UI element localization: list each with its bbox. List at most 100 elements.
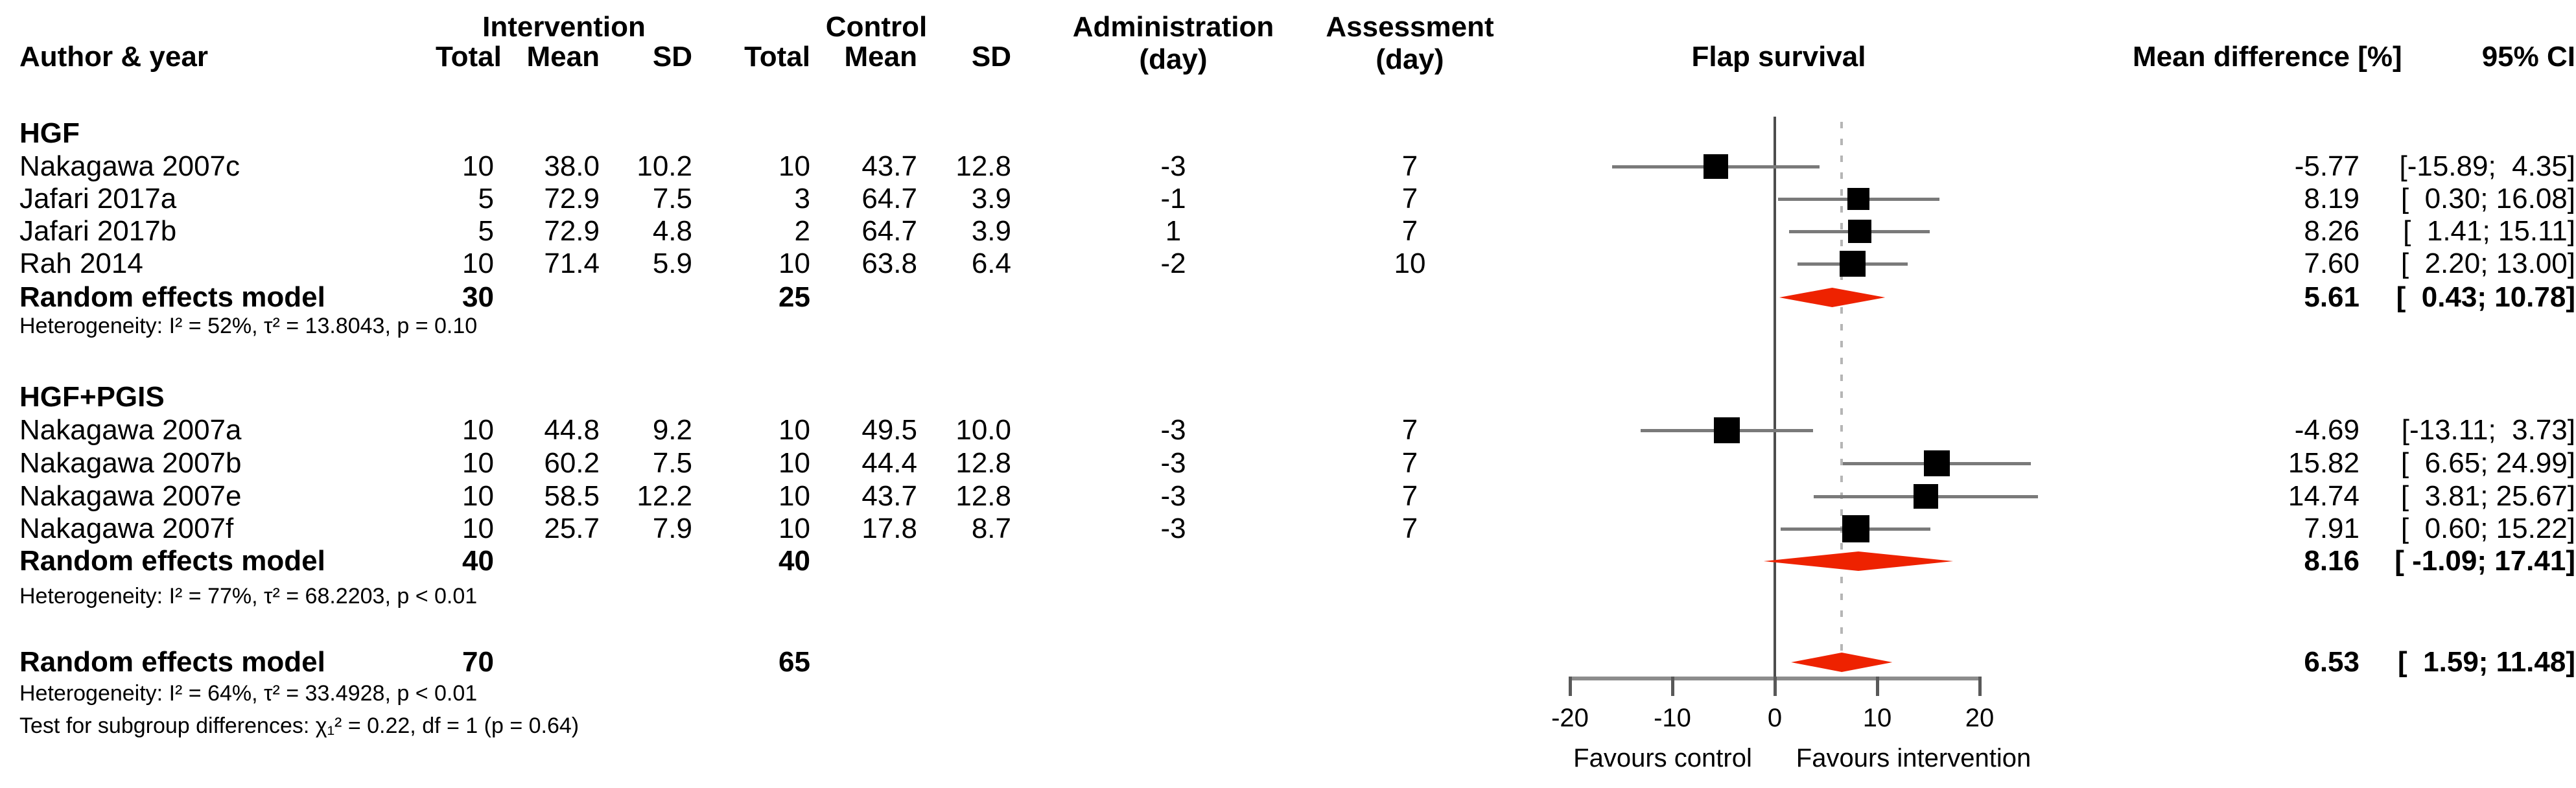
column-assessment: Assessment (day) — [1326, 11, 1493, 76]
header-int-total: Total — [436, 41, 502, 73]
int-mean: 72.9 — [544, 215, 600, 247]
mean-difference-value: -5.77 — [2294, 150, 2359, 182]
int-total: 10 — [462, 513, 494, 544]
axis-tick-label: -10 — [1654, 704, 1691, 732]
study-author: Nakagawa 2007e — [19, 480, 242, 512]
ctrl-mean: 43.7 — [861, 480, 917, 512]
pooled-label: Random effects model — [19, 545, 325, 577]
study-row: Jafari 2017a 5 72.9 7.5 3 64.7 3.9 -1 7 … — [0, 183, 2576, 215]
ctrl-total: 40 — [779, 545, 810, 577]
ctrl-sd: 3.9 — [971, 215, 1011, 247]
pooled-label: Random effects model — [19, 281, 325, 313]
overall-effect-dotted-line — [1840, 122, 1844, 677]
ci-value: [ 0.30; 16.08] — [2400, 183, 2575, 214]
int-mean: 72.9 — [544, 183, 600, 214]
int-total: 10 — [462, 248, 494, 279]
ci-value: [ 6.65; 24.99] — [2400, 447, 2575, 479]
admin-day: -3 — [1160, 414, 1186, 446]
assessment-label: Assessment — [1326, 11, 1494, 43]
int-total: 30 — [462, 281, 494, 313]
header-ctrl-total: Total — [744, 41, 810, 73]
int-mean: 44.8 — [544, 414, 600, 446]
mean-difference-value: 7.91 — [2304, 513, 2359, 544]
mean-difference-value: 15.82 — [2288, 447, 2359, 479]
study-row: Jafari 2017b 5 72.9 4.8 2 64.7 3.9 1 7 8… — [0, 215, 2576, 248]
pooled-row: Random effects model 40 40 8.16 [ -1.09;… — [0, 545, 2576, 577]
axis-tick — [1774, 677, 1777, 696]
assess-day: 7 — [1401, 480, 1418, 512]
assess-day: 7 — [1401, 215, 1418, 247]
int-mean: 71.4 — [544, 248, 600, 279]
int-total: 10 — [462, 480, 494, 512]
study-author: Rah 2014 — [19, 248, 143, 279]
header-ctrl-sd: SD — [971, 41, 1011, 73]
int-sd: 7.5 — [652, 447, 692, 479]
assess-day: 7 — [1401, 150, 1418, 182]
study-author: Nakagawa 2007f — [19, 513, 234, 544]
study-row: Rah 2014 10 71.4 5.9 10 63.8 6.4 -2 10 7… — [0, 248, 2576, 280]
int-sd: 7.9 — [652, 513, 692, 544]
ctrl-mean: 64.7 — [861, 183, 917, 214]
admin-day: -3 — [1160, 447, 1186, 479]
group-label: HGF+PGIS — [19, 381, 165, 413]
heterogeneity-text: Heterogeneity: I² = 77%, τ² = 68.2203, p… — [19, 584, 478, 608]
int-mean: 38.0 — [544, 150, 600, 182]
axis-tick-label: 10 — [1862, 704, 1892, 732]
assess-day: 10 — [1394, 248, 1426, 279]
ctrl-sd: 12.8 — [955, 480, 1011, 512]
subgroup-test-text: Test for subgroup differences: χ₁² = 0.2… — [19, 713, 580, 738]
mean-difference-value: 14.74 — [2288, 480, 2359, 512]
mean-difference-value: 7.60 — [2304, 248, 2359, 279]
admin-day: 1 — [1165, 215, 1182, 247]
axis-tick-label: 20 — [1965, 704, 1995, 732]
int-total: 10 — [462, 447, 494, 479]
assess-day: 7 — [1401, 414, 1418, 446]
int-sd: 7.5 — [652, 183, 692, 214]
admin-day: -2 — [1160, 248, 1186, 279]
ctrl-sd: 6.4 — [971, 248, 1011, 279]
table-header-row: Author & year Total Mean SD Total Mean S… — [0, 41, 2576, 73]
heterogeneity-row: Heterogeneity: I² = 77%, τ² = 68.2203, p… — [0, 582, 2576, 610]
header-int-sd: SD — [652, 41, 692, 73]
administration-label: Administration — [1072, 11, 1274, 43]
header-int-mean: Mean — [526, 41, 600, 73]
study-row: Nakagawa 2007f 10 25.7 7.9 10 17.8 8.7 -… — [0, 513, 2576, 545]
assessment-unit: (day) — [1376, 43, 1444, 75]
ctrl-total: 10 — [779, 447, 810, 479]
axis-tick-label: 0 — [1767, 704, 1783, 732]
ci-value: [ 0.60; 15.22] — [2400, 513, 2575, 544]
assess-day: 7 — [1401, 183, 1418, 214]
ctrl-total: 65 — [779, 646, 810, 678]
mean-difference-value: 6.53 — [2304, 646, 2359, 678]
mean-difference-value: 8.26 — [2304, 215, 2359, 247]
study-author: Nakagawa 2007b — [19, 447, 242, 479]
ci-value: [ 1.41; 15.11] — [2403, 215, 2575, 247]
study-square — [1703, 154, 1728, 179]
header-ctrl-mean: Mean — [844, 41, 917, 73]
study-square — [1847, 220, 1871, 243]
header-ci: 95% CI — [2481, 41, 2575, 73]
assess-day: 7 — [1401, 447, 1418, 479]
ci-value: [ 0.43; 10.78] — [2396, 281, 2575, 313]
study-square — [1923, 450, 1950, 476]
int-total: 5 — [478, 215, 494, 247]
mean-difference-value: 8.19 — [2304, 183, 2359, 214]
zero-reference-line — [1774, 117, 1776, 677]
favours-intervention-label: Favours intervention — [1796, 744, 2032, 772]
ctrl-total: 10 — [779, 414, 810, 446]
ctrl-sd: 3.9 — [971, 183, 1011, 214]
ctrl-total: 10 — [779, 513, 810, 544]
heterogeneity-text: Heterogeneity: I² = 52%, τ² = 13.8043, p… — [19, 314, 478, 338]
int-sd: 10.2 — [637, 150, 692, 182]
ctrl-mean: 49.5 — [861, 414, 917, 446]
study-square — [1913, 484, 1938, 509]
study-row: Nakagawa 2007c 10 38.0 10.2 10 43.7 12.8… — [0, 150, 2576, 183]
int-total: 70 — [462, 646, 494, 678]
ctrl-mean: 43.7 — [861, 150, 917, 182]
ctrl-mean: 44.4 — [861, 447, 917, 479]
ctrl-total: 10 — [779, 248, 810, 279]
mean-difference-value: 5.61 — [2304, 281, 2359, 313]
favours-control-label: Favours control — [1573, 744, 1752, 772]
axis-tick — [1978, 677, 1982, 696]
study-square — [1842, 515, 1869, 542]
